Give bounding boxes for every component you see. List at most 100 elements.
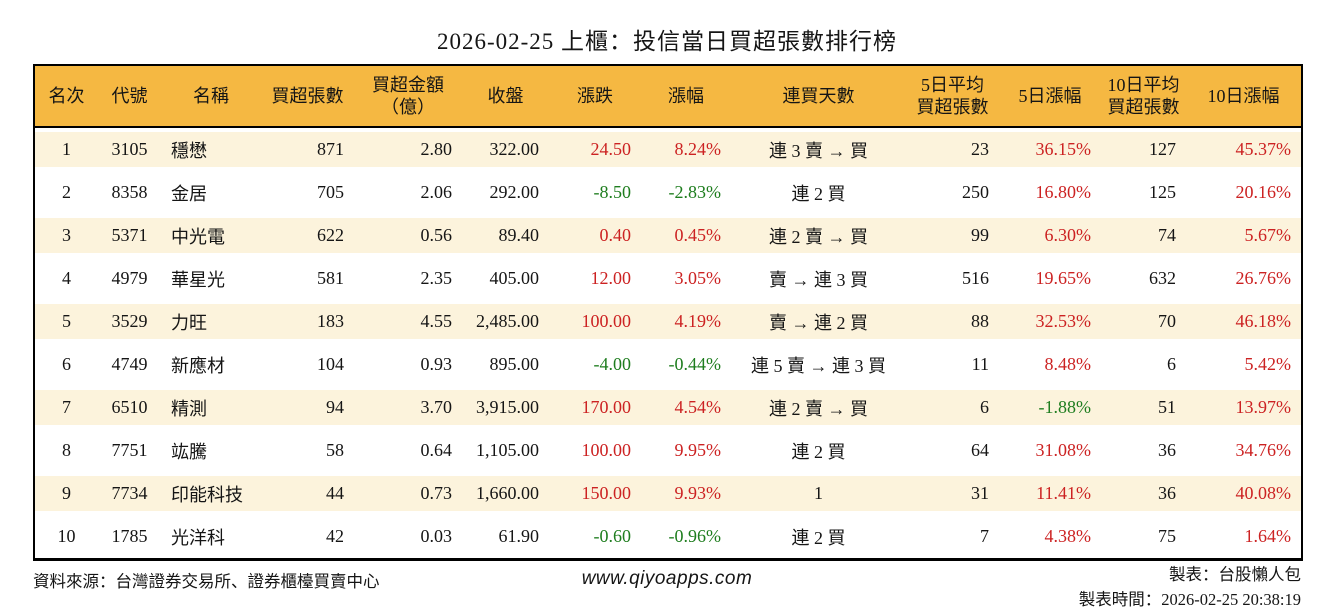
cell-avg10-net-buy: 6 bbox=[1167, 354, 1176, 374]
footer: 資料來源：台灣證券交易所、證券櫃檯買賣中心 www.qiyoapps.com 製… bbox=[33, 562, 1301, 612]
cell-5d-change-pct: 8.48% bbox=[1044, 354, 1092, 374]
cell-name: 新應材 bbox=[171, 355, 225, 376]
cell-change: 24.50 bbox=[549, 127, 641, 171]
cell-code: 4979 bbox=[111, 268, 148, 288]
cell-change-pct: 9.95% bbox=[674, 440, 722, 460]
cell-change: 170.00 bbox=[549, 386, 641, 429]
cell-10d-change-pct: 5.67% bbox=[1186, 214, 1302, 257]
cell-code: 4749 bbox=[111, 354, 148, 374]
cell-change-pct: 9.93% bbox=[641, 472, 731, 515]
header-cell-streak: 連買天數 bbox=[731, 65, 906, 128]
cell-amount: 3.70 bbox=[354, 386, 462, 429]
ranking-table: 名次 代號 名稱 買超張數 買超金額 （億） 收盤 漲跌 漲幅 連買天數 5日平均 買超張數 5日漲幅 1… bbox=[33, 64, 1303, 561]
cell-10d-change-pct: 1.64% bbox=[1244, 526, 1292, 546]
cell-10d-change-pct: 34.76% bbox=[1235, 440, 1292, 460]
cell-rank: 10 bbox=[57, 526, 76, 546]
cell-code: 7751 bbox=[111, 440, 148, 460]
cell-avg10-net-buy: 51 bbox=[1101, 386, 1186, 429]
cell-close: 3,915.00 bbox=[462, 386, 549, 429]
cell-rank: 8 bbox=[62, 440, 71, 460]
cell-avg10-net-buy: 36 bbox=[1101, 472, 1186, 515]
cell-avg5-net-buy: 23 bbox=[906, 127, 999, 171]
cell-name: 穩懋 bbox=[161, 127, 261, 171]
cell-amount: 0.03 bbox=[420, 526, 453, 546]
cell-avg10-net-buy: 125 bbox=[1149, 182, 1176, 202]
cell-streak: 連 5 賣 → 連 3 買 bbox=[751, 355, 886, 376]
cell-code: 6510 bbox=[98, 386, 161, 429]
cell-amount: 2.35 bbox=[420, 268, 453, 288]
cell-name: 竑騰 bbox=[171, 441, 207, 462]
cell-rank: 1 bbox=[34, 127, 98, 171]
table-row: 10 1785 光洋科 42 0.03 61.90 -0.60 -0.96% 連 2 買 7 4.3… bbox=[34, 515, 1302, 560]
header-cell-code: 代號 bbox=[98, 65, 161, 128]
cell-streak: 1 bbox=[731, 472, 906, 515]
cell-net-buy: 42 bbox=[326, 526, 344, 546]
cell-name: 金居 bbox=[171, 183, 207, 204]
cell-change: 100.00 bbox=[549, 300, 641, 343]
cell-name: 力旺 bbox=[161, 300, 261, 343]
cell-amount: 0.56 bbox=[354, 214, 462, 257]
cell-change-pct: -0.96% bbox=[668, 526, 722, 546]
cell-change-pct: 8.24% bbox=[641, 127, 731, 171]
cell-avg5-net-buy: 516 bbox=[962, 268, 989, 288]
cell-avg10-net-buy: 36 bbox=[1158, 440, 1176, 460]
cell-5d-change-pct: 32.53% bbox=[999, 300, 1101, 343]
cell-avg5-net-buy: 11 bbox=[971, 354, 989, 374]
cell-change: -8.50 bbox=[593, 182, 632, 202]
cell-close: 89.40 bbox=[462, 214, 549, 257]
cell-code: 7734 bbox=[98, 472, 161, 515]
footer-created-at: 製表時間：2026-02-25 20:38:19 bbox=[1078, 590, 1301, 609]
cell-5d-change-pct: 4.38% bbox=[1044, 526, 1092, 546]
cell-close: 292.00 bbox=[489, 182, 540, 202]
cell-rank: 7 bbox=[34, 386, 98, 429]
table-row: 7 6510 精測 94 3.70 3,915.00 170.00 4.54% 連 2 賣 → … bbox=[34, 386, 1302, 429]
cell-avg10-net-buy: 70 bbox=[1101, 300, 1186, 343]
cell-change-pct: -2.83% bbox=[668, 182, 722, 202]
cell-close: 1,105.00 bbox=[476, 440, 539, 460]
table-row: 4 4979 華星光 581 2.35 405.00 12.00 3.05% 賣 → 連 3 買… bbox=[34, 257, 1302, 300]
cell-net-buy: 871 bbox=[261, 127, 354, 171]
cell-rank: 3 bbox=[34, 214, 98, 257]
cell-rank: 2 bbox=[62, 182, 71, 202]
cell-avg5-net-buy: 7 bbox=[980, 526, 989, 546]
cell-name: 中光電 bbox=[161, 214, 261, 257]
header-cell-5d-change-pct: 5日漲幅 bbox=[999, 65, 1101, 128]
cell-10d-change-pct: 40.08% bbox=[1186, 472, 1302, 515]
cell-net-buy: 94 bbox=[261, 386, 354, 429]
table-row: 6 4749 新應材 104 0.93 895.00 -4.00 -0.44% 連 5 賣 → … bbox=[34, 343, 1302, 386]
cell-change: 12.00 bbox=[590, 268, 632, 288]
cell-name: 精測 bbox=[161, 386, 261, 429]
table-row: 8 7751 竑騰 58 0.64 1,105.00 100.00 9.95% 連 2 買 64 3… bbox=[34, 429, 1302, 472]
cell-streak: 連 3 賣 → 買 bbox=[731, 127, 906, 171]
cell-rank: 9 bbox=[34, 472, 98, 515]
cell-streak: 連 2 賣 → 買 bbox=[731, 386, 906, 429]
cell-5d-change-pct: 16.80% bbox=[1035, 182, 1092, 202]
cell-net-buy: 58 bbox=[326, 440, 344, 460]
cell-net-buy: 183 bbox=[261, 300, 354, 343]
cell-change: -0.60 bbox=[593, 526, 632, 546]
cell-streak: 連 2 買 bbox=[791, 527, 846, 548]
page-title: 2026-02-25 上櫃：投信當日買超張數排行榜 bbox=[436, 29, 898, 54]
cell-amount: 2.80 bbox=[354, 127, 462, 171]
table-row: 2 8358 金居 705 2.06 292.00 -8.50 -2.83% 連 2 買 250 1… bbox=[34, 171, 1302, 214]
header-cell-net-buy: 買超張數 bbox=[261, 65, 354, 128]
cell-avg10-net-buy: 74 bbox=[1101, 214, 1186, 257]
cell-avg10-net-buy: 75 bbox=[1158, 526, 1176, 546]
cell-amount: 4.55 bbox=[354, 300, 462, 343]
cell-amount: 2.06 bbox=[420, 182, 453, 202]
cell-5d-change-pct: 36.15% bbox=[999, 127, 1101, 171]
cell-change-pct: 4.19% bbox=[641, 300, 731, 343]
cell-rank: 6 bbox=[62, 354, 71, 374]
cell-close: 1,660.00 bbox=[462, 472, 549, 515]
header-cell-change: 漲跌 bbox=[549, 65, 641, 128]
cell-code: 8358 bbox=[111, 182, 148, 202]
cell-change: 150.00 bbox=[549, 472, 641, 515]
cell-change-pct: 4.54% bbox=[641, 386, 731, 429]
cell-change-pct: 0.45% bbox=[641, 214, 731, 257]
footer-creator: 製表：台股懶人包 bbox=[1169, 565, 1301, 584]
cell-5d-change-pct: -1.88% bbox=[999, 386, 1101, 429]
header-cell-avg5-net-buy: 5日平均 買超張數 bbox=[906, 65, 999, 128]
header-cell-close: 收盤 bbox=[462, 65, 549, 128]
cell-rank: 4 bbox=[62, 268, 71, 288]
